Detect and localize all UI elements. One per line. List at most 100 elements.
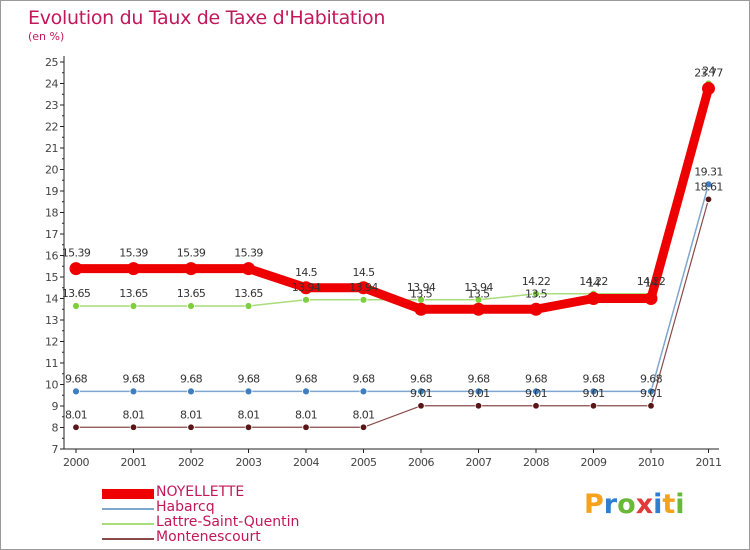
data-label: 9.68 <box>640 372 663 385</box>
data-label: 23.77 <box>694 66 723 79</box>
data-point <box>589 387 598 396</box>
data-point <box>129 387 138 396</box>
data-label: 9.68 <box>122 372 145 385</box>
y-tick-label: 22 <box>45 121 58 134</box>
data-point <box>589 402 598 410</box>
data-label: 9.68 <box>352 372 375 385</box>
legend-swatch <box>102 538 154 540</box>
data-point <box>187 302 195 310</box>
data-label: 9.68 <box>237 372 260 385</box>
proxiti-logo: Proxiti <box>584 489 685 520</box>
data-label: 9.68 <box>467 372 490 385</box>
data-label: 15.39 <box>119 247 148 260</box>
data-point <box>129 302 138 310</box>
y-tick-label: 10 <box>45 379 58 392</box>
series-line-3 <box>75 198 710 428</box>
data-label: 19.31 <box>694 165 723 178</box>
data-point <box>474 402 483 410</box>
legend-label: Montenescourt <box>156 529 261 545</box>
data-point <box>647 387 655 396</box>
data-label: 14.22 <box>637 275 666 288</box>
y-tick-label: 9 <box>52 400 59 413</box>
data-point <box>187 387 195 396</box>
data-point <box>417 402 425 410</box>
legend-swatch <box>102 523 154 525</box>
data-label: 18.61 <box>694 180 723 193</box>
data-point <box>244 387 253 396</box>
data-label: 13.65 <box>119 287 148 300</box>
y-tick-label: 18 <box>45 207 58 220</box>
data-point <box>704 180 713 189</box>
y-tick-label: 16 <box>45 250 58 263</box>
x-tick-label: 2007 <box>466 456 492 469</box>
data-label: 9.68 <box>582 372 605 385</box>
x-tick-label: 2000 <box>63 456 89 469</box>
data-point <box>647 402 655 410</box>
data-label: 9.68 <box>410 372 433 385</box>
data-point <box>242 262 255 276</box>
series-line-1 <box>75 183 710 393</box>
data-point <box>69 262 83 276</box>
y-tick-label: 25 <box>45 56 58 69</box>
data-point <box>129 423 138 431</box>
legend-label: Lattre-Saint-Quentin <box>156 514 300 530</box>
y-tick-label: 12 <box>45 336 58 349</box>
data-point <box>357 281 370 295</box>
x-tick-label: 2006 <box>408 456 434 469</box>
data-point <box>474 387 483 396</box>
data-label: 13.94 <box>407 281 436 294</box>
data-label: 8.01 <box>65 408 87 421</box>
x-tick-label: 2001 <box>121 456 147 469</box>
data-label: 14 <box>645 277 658 290</box>
data-label: 9.01 <box>410 387 432 400</box>
data-label: 15.39 <box>234 247 263 260</box>
data-label: 14.22 <box>522 275 551 288</box>
data-label: 8.01 <box>237 408 259 421</box>
data-label: 15.39 <box>62 247 91 260</box>
y-tick-label: 20 <box>45 164 58 177</box>
x-tick-label: 2011 <box>696 456 722 469</box>
data-point <box>417 387 425 396</box>
data-point <box>302 295 310 304</box>
data-label: 13.5 <box>410 287 433 300</box>
y-tick-label: 19 <box>45 185 58 198</box>
x-tick-label: 2004 <box>293 456 319 469</box>
data-label: 8.01 <box>122 408 144 421</box>
legend-swatch <box>102 508 154 510</box>
y-tick-label: 8 <box>52 422 59 435</box>
data-label: 8.01 <box>180 408 202 421</box>
data-label: 13.65 <box>177 287 206 300</box>
data-label: 15.39 <box>177 247 206 260</box>
data-label: 9.68 <box>65 372 88 385</box>
y-tick-label: 14 <box>45 293 58 306</box>
data-label: 24 <box>702 65 715 78</box>
data-label: 13.94 <box>464 281 493 294</box>
chart-subtitle: (en %) <box>28 30 65 43</box>
data-label: 9.01 <box>525 387 547 400</box>
data-label: 8.01 <box>295 408 317 421</box>
data-point <box>72 423 80 431</box>
y-tick-label: 17 <box>45 228 58 241</box>
data-point <box>644 292 658 305</box>
data-point <box>532 402 540 410</box>
data-point <box>244 423 253 431</box>
data-point <box>414 302 428 316</box>
data-label: 9.68 <box>525 372 548 385</box>
data-label: 9.68 <box>180 372 203 385</box>
data-label: 13.65 <box>234 287 263 300</box>
chart-title: Evolution du Taux de Taxe d'Habitation <box>28 7 386 29</box>
data-point <box>72 387 80 396</box>
data-point <box>704 195 713 204</box>
data-point <box>529 302 543 316</box>
y-tick-label: 13 <box>45 314 58 327</box>
data-point <box>359 423 368 431</box>
y-tick-label: 15 <box>45 271 58 284</box>
x-tick-label: 2010 <box>638 456 664 469</box>
data-label: 8.01 <box>352 408 374 421</box>
data-point <box>359 387 368 396</box>
data-point <box>72 302 80 310</box>
data-point <box>532 387 540 396</box>
legend-label: NOYELLETTE <box>156 484 245 500</box>
data-point <box>359 295 368 304</box>
